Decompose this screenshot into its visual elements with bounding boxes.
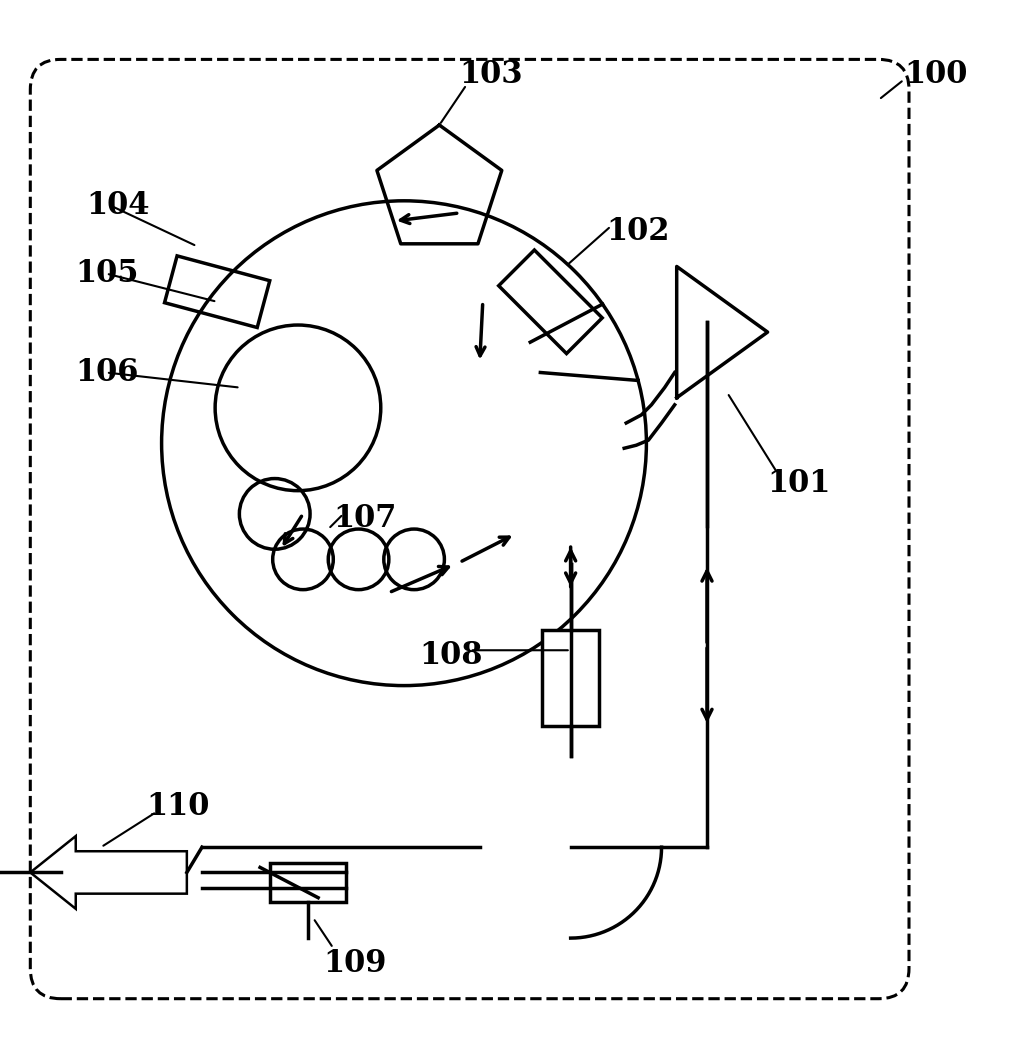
- Text: 101: 101: [768, 468, 831, 499]
- Text: 110: 110: [146, 791, 210, 823]
- Text: 109: 109: [323, 947, 387, 979]
- Bar: [271, 864, 345, 901]
- Text: 104: 104: [86, 191, 149, 221]
- Text: 102: 102: [606, 216, 670, 246]
- Text: 108: 108: [419, 639, 483, 671]
- Text: 106: 106: [76, 357, 139, 388]
- Text: 105: 105: [76, 258, 139, 289]
- Text: 100: 100: [904, 59, 968, 90]
- Bar: [542, 630, 599, 726]
- Text: 107: 107: [333, 503, 397, 534]
- Text: 103: 103: [460, 59, 523, 90]
